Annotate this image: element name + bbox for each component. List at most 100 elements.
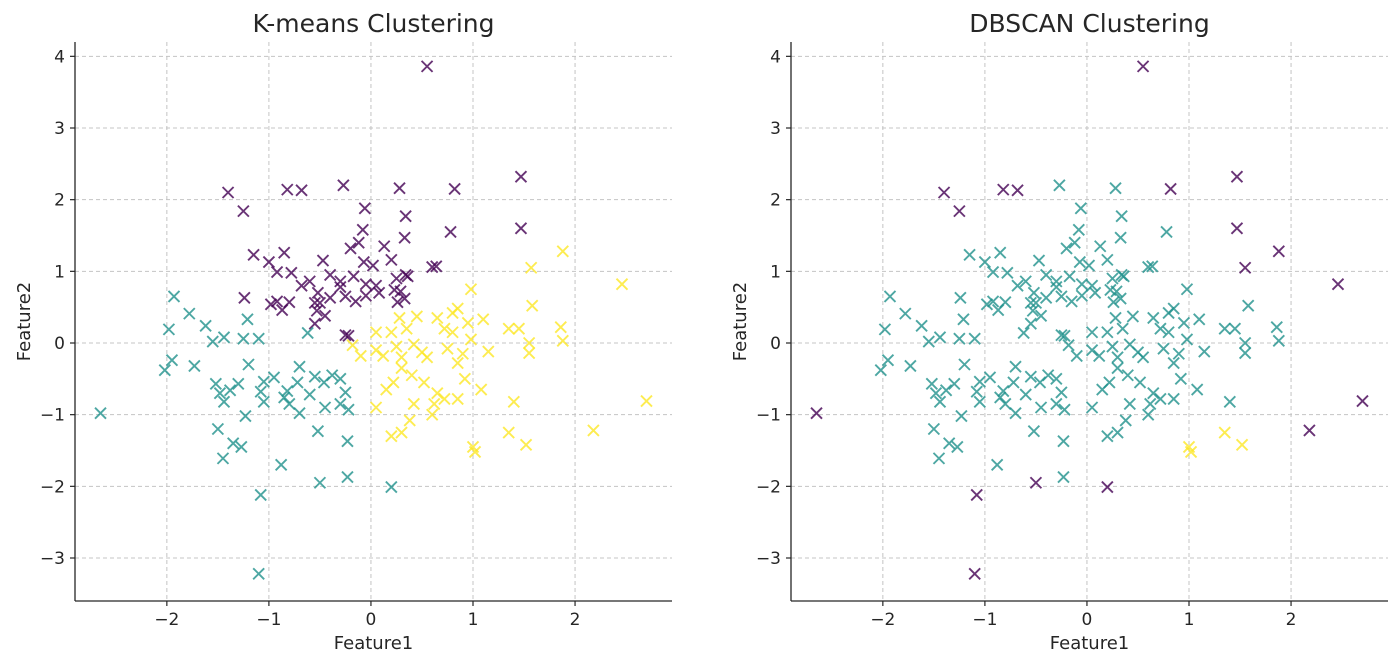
dbscan-point-cluster-1 (1053, 179, 1066, 192)
kmeans-point-cluster-1 (209, 377, 223, 391)
kmeans-point-cluster-1 (239, 409, 252, 423)
kmeans-point-cluster-1 (216, 452, 230, 465)
kmeans-point-cluster-1 (213, 386, 227, 400)
kmeans-y-tick-label: −2 (40, 477, 65, 497)
dbscan-point-cluster-1 (968, 332, 981, 345)
dbscan-point-cluster-1 (1085, 401, 1099, 414)
kmeans-point-cluster-0 (385, 253, 398, 267)
dbscan-point-cluster-1 (1223, 395, 1236, 408)
dbscan-point-cluster-0 (997, 183, 1010, 196)
kmeans-point-cluster-2 (446, 326, 459, 339)
kmeans-y-tick-label: 0 (54, 334, 65, 354)
kmeans-point-cluster-0 (514, 222, 528, 235)
kmeans-point-cluster-0 (323, 268, 337, 282)
dbscan-point-cluster-1 (953, 332, 966, 345)
dbscan-point-cluster-1 (929, 386, 943, 400)
dbscan-point-cluster-1 (1180, 283, 1194, 296)
kmeans-point-cluster-2 (431, 311, 444, 325)
kmeans-point-cluster-0 (247, 248, 260, 262)
dbscan-y-tick-label: 4 (770, 47, 781, 67)
dbscan-point-cluster-1 (1050, 397, 1063, 411)
kmeans-point-cluster-2 (407, 397, 420, 411)
dbscan-point-cluster-1 (1093, 349, 1106, 363)
dbscan-point-cluster-1 (1193, 313, 1206, 326)
kmeans-point-cluster-1 (165, 354, 179, 367)
kmeans-point-cluster-2 (395, 361, 408, 375)
kmeans-point-cluster-2 (502, 426, 515, 439)
kmeans-point-cluster-1 (235, 440, 248, 454)
kmeans-point-cluster-0 (313, 296, 327, 310)
kmeans-point-cluster-1 (252, 332, 265, 345)
kmeans-point-cluster-2 (428, 397, 441, 411)
dbscan-y-tick-label: 3 (770, 119, 781, 139)
kmeans-point-cluster-2 (522, 346, 536, 360)
kmeans-points (94, 60, 653, 580)
dbscan-point-cluster-1 (1142, 408, 1155, 421)
dbscan-point-cluster-1 (1109, 311, 1122, 325)
dbscan-point-cluster-1 (1075, 278, 1089, 291)
dbscan-point-cluster-1 (1032, 254, 1046, 267)
kmeans-point-cluster-2 (524, 261, 538, 274)
kmeans-point-cluster-0 (358, 202, 371, 215)
dbscan-point-cluster-1 (1119, 414, 1132, 427)
kmeans-point-cluster-2 (458, 372, 472, 386)
kmeans-point-cluster-1 (242, 358, 255, 371)
dbscan-point-cluster-1 (925, 377, 939, 391)
kmeans-point-cluster-1 (301, 326, 314, 340)
kmeans-point-cluster-2 (464, 283, 478, 296)
kmeans-y-tick-label: −1 (40, 406, 65, 426)
kmeans-panel: K-means Clustering Feature1 Feature2 −2 −… (14, 9, 672, 654)
kmeans-point-cluster-2 (395, 426, 408, 439)
dbscan-y-tick-label: 0 (770, 334, 781, 354)
kmeans-point-cluster-2 (554, 321, 567, 334)
kmeans-point-cluster-0 (398, 292, 411, 305)
dbscan-point-cluster-1 (1115, 209, 1128, 223)
dbscan-point-cluster-1 (1055, 328, 1068, 342)
dbscan-point-cluster-1 (954, 291, 967, 305)
kmeans-point-cluster-0 (399, 209, 412, 223)
dbscan-point-cluster-1 (1116, 322, 1129, 335)
kmeans-point-cluster-1 (385, 480, 398, 494)
dbscan-point-cluster-1 (1106, 340, 1119, 353)
dbscan-point-cluster-1 (1190, 383, 1204, 396)
kmeans-point-cluster-1 (254, 488, 267, 502)
kmeans-point-cluster-1 (274, 458, 288, 472)
kmeans-point-cluster-0 (264, 298, 278, 311)
kmeans-point-cluster-2 (354, 349, 367, 363)
dbscan-point-cluster-1 (1094, 240, 1107, 253)
dbscan-y-tick-label: −1 (756, 406, 781, 426)
dbscan-point-cluster-0 (810, 407, 823, 420)
kmeans-point-cluster-1 (318, 401, 332, 414)
kmeans-point-cluster-0 (390, 272, 403, 285)
dbscan-point-cluster-1 (1218, 322, 1231, 335)
dbscan-point-cluster-1 (1126, 310, 1140, 323)
dbscan-point-cluster-1 (1062, 338, 1075, 352)
kmeans-point-cluster-2 (640, 394, 653, 408)
kmeans-point-cluster-0 (393, 182, 406, 195)
kmeans-point-cluster-0 (391, 295, 404, 309)
kmeans-point-cluster-1 (308, 370, 321, 383)
dbscan-point-cluster-1 (1111, 361, 1124, 375)
dbscan-point-cluster-1 (1055, 386, 1068, 399)
kmeans-x-tick-label: 0 (366, 610, 377, 630)
kmeans-point-cluster-0 (334, 275, 347, 288)
dbscan-point-cluster-1 (1050, 372, 1063, 386)
kmeans-point-cluster-1 (252, 567, 265, 580)
kmeans-point-cluster-1 (162, 323, 176, 336)
dbscan-point-cluster-1 (1024, 296, 1037, 310)
dbscan-point-cluster-1 (955, 409, 968, 423)
kmeans-point-cluster-0 (357, 255, 370, 269)
kmeans-point-cluster-2 (441, 342, 454, 355)
kmeans-point-cluster-2 (519, 438, 533, 451)
kmeans-point-cluster-0 (295, 279, 308, 292)
kmeans-point-cluster-1 (183, 307, 196, 320)
dbscan-point-cluster-1 (1063, 270, 1076, 283)
kmeans-point-cluster-2 (410, 310, 424, 323)
dbscan-point-cluster-1 (1101, 326, 1114, 339)
dbscan-point-cluster-1 (978, 255, 992, 269)
dbscan-point-cluster-1 (1198, 345, 1211, 358)
kmeans-y-tick-label: 4 (54, 47, 65, 67)
dbscan-point-cluster-1 (991, 303, 1005, 317)
dbscan-point-cluster-1 (1050, 280, 1063, 294)
